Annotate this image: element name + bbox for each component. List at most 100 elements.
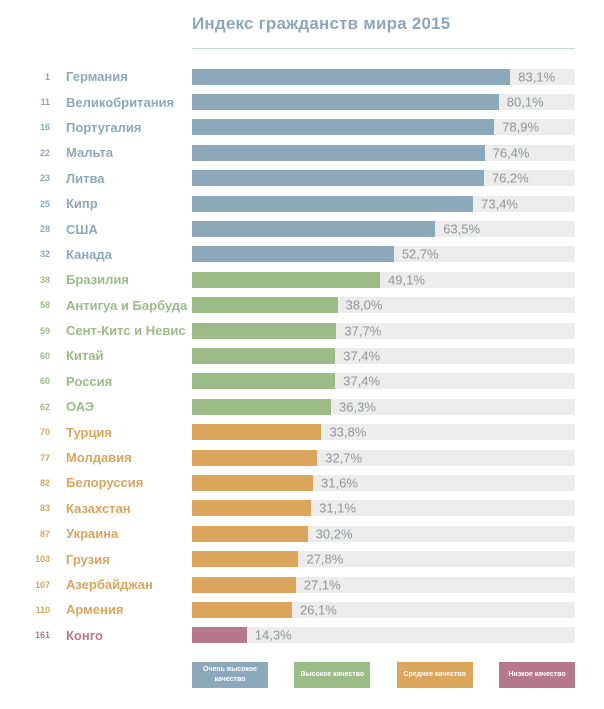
bar-row: 103 Грузия 27,8%: [0, 546, 575, 571]
bar-track: 63,5%: [192, 221, 575, 238]
bar-value-label: 36,3%: [339, 399, 376, 415]
bar-value-label: 33,8%: [329, 424, 367, 440]
country-label: Армения: [66, 602, 124, 618]
country-label: Китай: [66, 348, 104, 364]
title-divider: [192, 48, 575, 49]
bar-row: 1 Германия 83,1%: [0, 64, 575, 89]
rank-label: 25: [39, 198, 50, 209]
rank-label: 23: [39, 173, 50, 184]
country-label: Конго: [66, 627, 103, 643]
bar-track: 37,4%: [192, 347, 575, 364]
bar-row: 110 Армения 26,1%: [0, 597, 575, 622]
bar-row: 38 Бразилия 49,1%: [0, 267, 575, 292]
bar-track: 37,4%: [192, 373, 575, 390]
bar-fill: [192, 144, 485, 161]
country-label: Грузия: [66, 551, 110, 567]
chart-legend: Очень высокое качество Высокое качество …: [192, 661, 575, 688]
bar-row: 60 Россия 37,4%: [0, 369, 575, 394]
bar-track: 76,2%: [192, 170, 575, 187]
bar-fill: [192, 195, 474, 212]
country-label: Азербайджан: [66, 577, 153, 592]
country-label: США: [66, 221, 98, 237]
rank-label: 59: [39, 325, 50, 336]
bar-value-label: 83,1%: [518, 69, 556, 85]
bar-row: 23 Литва 76,2%: [0, 166, 575, 191]
bar-value-label: 37,4%: [343, 348, 381, 364]
rank-label: 38: [39, 274, 50, 285]
bar-fill: [192, 68, 511, 85]
chart-rows: 1 Германия 83,1% 11 Великобритания 80,1%…: [0, 64, 575, 648]
bar-fill: [192, 424, 322, 441]
bar-value-label: 37,4%: [343, 373, 381, 389]
bar-fill: [192, 474, 314, 491]
rank-label: 82: [39, 477, 50, 488]
rank-label: 62: [39, 401, 50, 412]
country-label: Кипр: [66, 196, 98, 212]
bar-fill: [192, 449, 318, 466]
country-label: Турция: [66, 424, 113, 440]
bar-fill: [192, 627, 247, 644]
bar-value-label: 27,8%: [306, 551, 344, 567]
bar-value-label: 63,5%: [443, 221, 481, 237]
bar-value-label: 32,7%: [325, 450, 363, 466]
bar-track: 30,2%: [192, 525, 575, 542]
bar-value-label: 31,6%: [321, 475, 358, 491]
bar-track: 26,1%: [192, 601, 575, 618]
bar-row: 32 Канада 52,7%: [0, 242, 575, 267]
bar-value-label: 14,3%: [254, 627, 292, 643]
rank-label: 58: [39, 300, 50, 311]
bar-value-label: 27,1%: [303, 577, 341, 592]
rank-label: 60: [39, 350, 50, 361]
bar-row: 60 Китай 37,4%: [0, 343, 575, 368]
bar-row: 16 Португалия 78,9%: [0, 115, 575, 140]
bar-value-label: 78,9%: [502, 119, 540, 135]
country-label: Молдавия: [66, 450, 132, 466]
bar-track: 27,8%: [192, 551, 575, 568]
bar-fill: [192, 551, 299, 568]
rank-label: 28: [39, 224, 50, 235]
country-label: ОАЭ: [66, 399, 95, 415]
legend-item: Среднее качество: [396, 661, 473, 688]
legend-item: Высокое качество: [294, 661, 371, 688]
bar-track: 73,4%: [192, 195, 575, 212]
bar-fill: [192, 119, 495, 136]
bar-track: 52,7%: [192, 246, 575, 263]
rank-label: 87: [39, 528, 50, 539]
bar-track: 14,3%: [192, 627, 575, 644]
bar-fill: [192, 297, 338, 314]
rank-label: 60: [39, 376, 50, 387]
bar-row: 11 Великобритания 80,1%: [0, 89, 575, 114]
bar-track: 38,0%: [192, 297, 575, 314]
bar-row: 77 Молдавия 32,7%: [0, 445, 575, 470]
bar-value-label: 31,1%: [319, 500, 356, 516]
bar-value-label: 52,7%: [401, 246, 439, 262]
country-label: Белоруссия: [66, 475, 144, 491]
country-label: Бразилия: [66, 272, 129, 288]
bar-value-label: 73,4%: [481, 196, 518, 212]
country-label: Сент-Китс и Невис: [66, 323, 186, 339]
country-label: Португалия: [66, 119, 142, 135]
bar-value-label: 26,1%: [299, 602, 337, 618]
bar-row: 22 Мальта 76,4%: [0, 140, 575, 165]
rank-label: 11: [40, 97, 50, 108]
legend-item-label: Высокое качество: [300, 670, 365, 678]
rank-label: 110: [35, 604, 50, 615]
rank-label: 107: [34, 579, 50, 590]
bar-fill: [192, 246, 394, 263]
rank-label: 161: [34, 630, 50, 641]
rank-label: 103: [34, 554, 50, 565]
bar-row: 161 Конго 14,3%: [0, 623, 575, 648]
rank-label: 83: [39, 503, 50, 514]
bar-track: 36,3%: [192, 398, 575, 415]
bar-track: 49,1%: [192, 271, 575, 288]
bar-fill: [192, 525, 308, 542]
country-label: Украина: [66, 526, 119, 542]
bar-fill: [192, 373, 336, 390]
bar-row: 28 США 63,5%: [0, 216, 575, 241]
rank-label: 22: [39, 147, 50, 158]
bar-row: 62 ОАЭ 36,3%: [0, 394, 575, 419]
bar-value-label: 76,2%: [491, 170, 529, 186]
country-label: Канада: [66, 246, 112, 262]
bar-track: 80,1%: [192, 94, 575, 111]
